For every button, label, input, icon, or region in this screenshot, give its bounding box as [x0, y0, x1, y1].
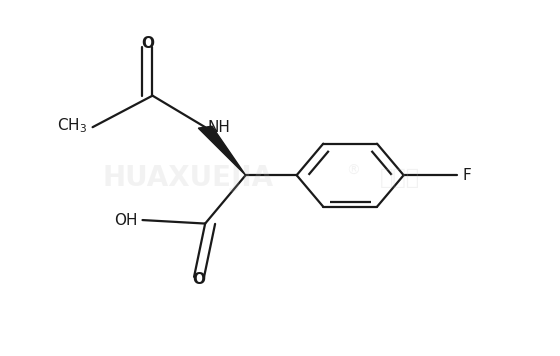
Text: O: O [192, 272, 205, 287]
Text: ®: ® [347, 164, 361, 178]
Text: HUAXUEJIA: HUAXUEJIA [102, 164, 274, 192]
Text: NH: NH [208, 120, 231, 135]
Text: O: O [142, 36, 155, 51]
Polygon shape [198, 126, 246, 175]
Text: F: F [463, 168, 472, 183]
Text: 化学加: 化学加 [380, 168, 420, 188]
Text: OH: OH [115, 213, 138, 227]
Text: CH$_3$: CH$_3$ [57, 116, 87, 135]
